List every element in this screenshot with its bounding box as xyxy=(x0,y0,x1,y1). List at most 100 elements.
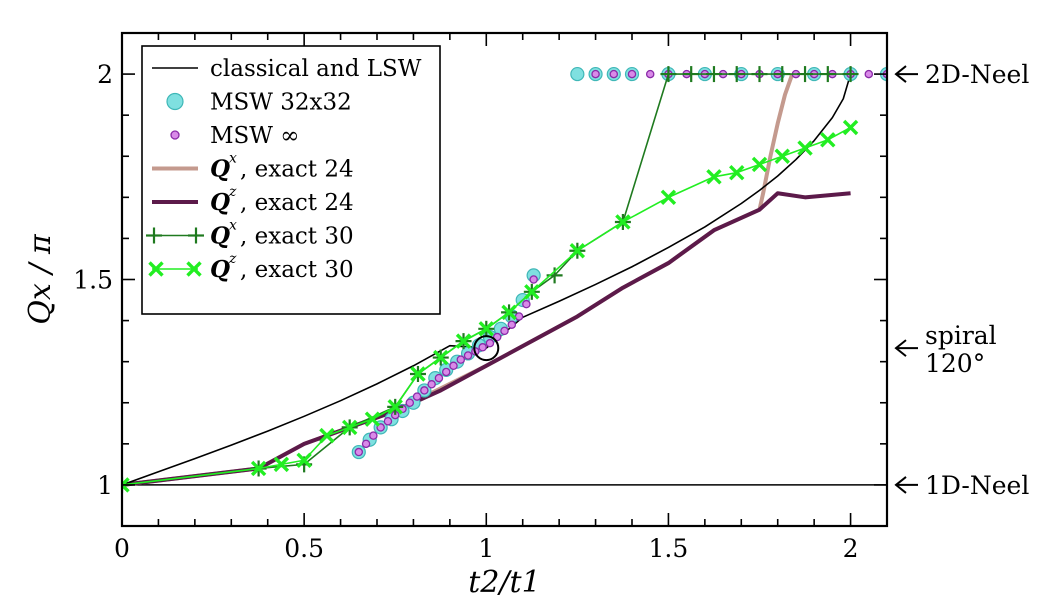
x-b xyxy=(706,169,722,185)
y-tick-label: 1.5 xyxy=(73,266,113,295)
msw-inf-point xyxy=(427,380,436,389)
legend-marker xyxy=(186,261,202,277)
qz-exact30-point xyxy=(122,477,130,493)
msw-inf-point xyxy=(609,69,619,79)
x-tick-label: 0 xyxy=(114,534,130,563)
x-b xyxy=(501,304,517,321)
x-b xyxy=(273,456,290,473)
qz-exact30-point xyxy=(774,148,790,164)
qz-exact30-point xyxy=(387,399,403,415)
msw-inf-point xyxy=(456,355,466,364)
y-axis-title: Qx / π xyxy=(23,233,58,325)
msw-inf-point xyxy=(522,299,531,309)
legend-label: MSW 32x32 xyxy=(210,90,352,116)
x-b xyxy=(751,156,768,173)
legend-label: classical and LSW xyxy=(210,56,422,82)
legend-symbol: Q xyxy=(210,189,230,216)
x-b xyxy=(569,243,586,259)
x-b xyxy=(122,477,130,488)
qz-exact30-point xyxy=(524,284,540,300)
x-b xyxy=(660,189,677,206)
qx-exact30-point xyxy=(751,66,768,83)
x-b xyxy=(729,164,745,181)
legend-symbol: Q xyxy=(210,223,230,250)
legend-symbol: Q xyxy=(210,256,230,283)
msw-inf-point xyxy=(514,312,524,321)
qx-exact30-point xyxy=(819,66,836,83)
x-b xyxy=(797,140,813,156)
x-tick-label: 2 xyxy=(843,534,859,563)
msw-inf-point xyxy=(449,361,458,371)
qx-exact30-point xyxy=(660,66,677,83)
x-axis-title: t2/t1 xyxy=(468,565,540,600)
annotation-label: 1D-Neel xyxy=(925,471,1029,500)
qz-exact30-point xyxy=(410,366,426,382)
msw-inf-point xyxy=(478,343,487,352)
annotation-label-2: 120° xyxy=(925,349,985,378)
msw-inf-point xyxy=(361,439,371,449)
msw-inf-point xyxy=(412,392,422,401)
x-a xyxy=(122,482,130,493)
axes-layer: 0 0.5 1 1.5 2 1 1.5 2 t2/t1 Qx / π xyxy=(23,31,889,600)
qz-exact30-point xyxy=(660,189,677,206)
legend-label: , exact 24 xyxy=(240,157,354,183)
msw-inf-point xyxy=(441,367,451,377)
qz-exact30-point xyxy=(319,427,335,444)
msw-inf-point xyxy=(507,320,517,329)
highlight-circle xyxy=(473,335,500,362)
msw-inf-point xyxy=(354,447,364,457)
msw-inf-point xyxy=(369,431,378,440)
msw-inf-point xyxy=(485,338,495,348)
msw-inf-point xyxy=(463,351,473,360)
qz-exact30-point xyxy=(706,169,722,185)
x-tick-label: 1.5 xyxy=(649,534,689,563)
qz-exact30-point xyxy=(751,156,768,173)
x-b xyxy=(341,419,358,436)
qz-exact30-point xyxy=(729,164,745,181)
qz-exact30-point xyxy=(615,214,631,230)
legend-label: , exact 30 xyxy=(240,224,354,250)
x-b xyxy=(410,366,426,382)
qz-exact30-point xyxy=(341,419,358,436)
qz-exact30-point xyxy=(820,132,836,148)
annotation-arrow-head xyxy=(894,476,907,494)
qz-exact30-point xyxy=(478,321,494,337)
legend-superscript: x xyxy=(229,218,237,234)
x-b xyxy=(774,148,790,164)
qx-exact30-point xyxy=(705,66,722,83)
qx-exact30-point xyxy=(774,66,791,83)
legend-label: MSW ∞ xyxy=(210,123,299,149)
x-b xyxy=(478,321,494,337)
legend-swatch xyxy=(166,92,184,111)
x-tick-label: 0.5 xyxy=(284,534,324,563)
qz-exact30-point xyxy=(296,452,312,468)
x-tick-label: 1 xyxy=(478,534,494,563)
msw-inf-point xyxy=(627,69,637,79)
legend-marker xyxy=(148,261,164,277)
annotation-arrow-head xyxy=(894,65,907,83)
legend-marker xyxy=(146,227,162,244)
legend-swatch xyxy=(170,130,180,140)
qx-exact30-point xyxy=(842,66,859,83)
legend-label: , exact 30 xyxy=(240,257,354,283)
qz-exact30-point xyxy=(273,456,290,473)
qz-exact30-point xyxy=(433,349,449,366)
x-b xyxy=(615,214,631,230)
qx-exact30-point xyxy=(728,66,745,83)
x-b xyxy=(387,399,403,415)
legend-symbol: Q xyxy=(210,156,230,183)
legend-superscript: x xyxy=(229,151,237,167)
annotation-label: spiral xyxy=(925,321,997,350)
x-b xyxy=(842,119,859,136)
x-b xyxy=(364,411,381,427)
x-b xyxy=(455,333,472,349)
msw-inf-point xyxy=(420,386,429,395)
qx-exact30-point xyxy=(683,66,700,83)
msw-inf-point xyxy=(864,69,874,79)
qz-exact30-point xyxy=(364,411,381,427)
y-tick-label: 1 xyxy=(97,471,113,500)
legend-superscript: z xyxy=(228,184,237,200)
